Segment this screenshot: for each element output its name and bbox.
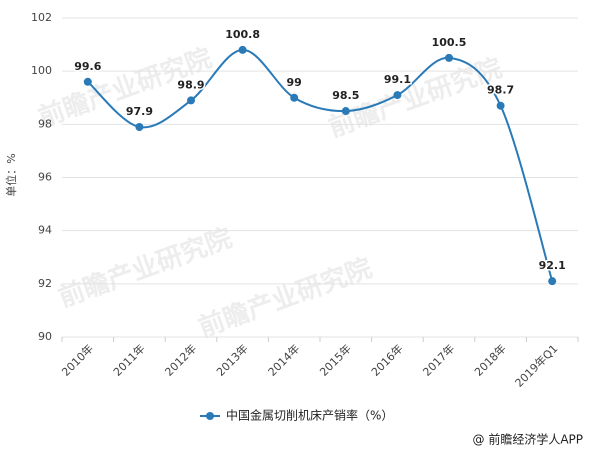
x-tick-label: 2015年 bbox=[317, 341, 354, 378]
y-tick-label: 92 bbox=[38, 277, 52, 290]
value-label: 97.9 bbox=[126, 105, 153, 118]
marker bbox=[341, 107, 350, 116]
value-label: 99.6 bbox=[74, 60, 101, 73]
watermark: 前瞻产业研究院 bbox=[194, 252, 376, 343]
x-tick-label: 2017年 bbox=[420, 341, 457, 378]
y-tick-label: 102 bbox=[31, 11, 52, 24]
marker bbox=[445, 53, 453, 62]
x-tick-label: 2014年 bbox=[265, 341, 302, 378]
value-label: 99.1 bbox=[384, 73, 411, 86]
y-axis-label: 单位：% bbox=[4, 153, 18, 196]
y-tick-label: 90 bbox=[38, 330, 52, 343]
x-tick-label: 2016年 bbox=[368, 341, 405, 378]
source: @ 前瞻经济学人APP bbox=[473, 432, 584, 447]
x-tick-label: 2018年 bbox=[471, 341, 508, 378]
y-tick-label: 96 bbox=[38, 171, 52, 184]
y-tick-label: 98 bbox=[38, 117, 52, 130]
watermark: 前瞻产业研究院 bbox=[54, 222, 236, 313]
y-tick-label: 100 bbox=[31, 64, 52, 77]
marker bbox=[135, 122, 144, 131]
legend-label: 中国金属切削机床产销率（%） bbox=[226, 408, 393, 423]
x-tick-label: 2011年 bbox=[110, 341, 147, 378]
marker bbox=[238, 45, 247, 54]
marker bbox=[290, 93, 299, 102]
value-label: 92.1 bbox=[539, 259, 566, 272]
value-label: 98.9 bbox=[177, 78, 204, 91]
y-tick-label: 94 bbox=[38, 224, 52, 237]
marker bbox=[548, 277, 557, 286]
value-label: 100.8 bbox=[225, 28, 260, 41]
marker bbox=[393, 91, 402, 100]
value-label: 100.5 bbox=[432, 36, 467, 49]
x-tick-label: 2013年 bbox=[213, 341, 250, 378]
value-label: 98.7 bbox=[487, 84, 514, 97]
marker bbox=[496, 101, 505, 110]
x-tick-label: 2012年 bbox=[162, 341, 199, 378]
marker bbox=[187, 96, 195, 105]
value-label: 99 bbox=[287, 76, 302, 89]
legend-marker bbox=[206, 412, 214, 420]
value-label: 98.5 bbox=[332, 89, 359, 102]
marker bbox=[83, 77, 92, 86]
x-tick-label: 2010年 bbox=[59, 341, 96, 378]
x-tick-label: 2019年Q1 bbox=[512, 341, 561, 390]
